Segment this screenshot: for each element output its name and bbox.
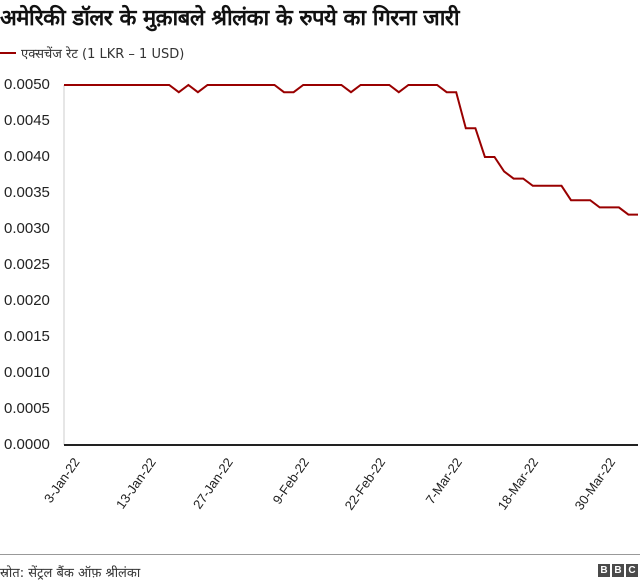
bbc-logo-block: B (612, 564, 624, 577)
legend-label: एक्सचेंज रेट (1 LKR – 1 USD) (21, 47, 185, 62)
chart-title: अमेरिकी डॉलर के मुक़ाबले श्रीलंका के रुप… (0, 6, 460, 31)
y-tick-label: 0.0030 (4, 220, 50, 237)
y-tick-label: 0.0010 (4, 364, 50, 381)
exchange-rate-line (64, 83, 638, 216)
source-note: स्रोत: सेंट्रल बैंक ऑफ़ श्रीलंका (0, 566, 141, 581)
y-tick-label: 0.0040 (4, 148, 50, 165)
y-tick-label: 0.0020 (4, 292, 50, 309)
y-tick-label: 0.0045 (4, 112, 50, 129)
y-tick-label: 0.0000 (4, 436, 50, 453)
bbc-logo-block: C (626, 564, 638, 577)
legend: एक्सचेंज रेट (1 LKR – 1 USD) (0, 44, 184, 62)
footer-divider (0, 554, 640, 555)
y-tick-label: 0.0025 (4, 256, 50, 273)
bbc-logo: B B C (598, 564, 638, 577)
bbc-logo-block: B (598, 564, 610, 577)
y-tick-label: 0.0035 (4, 184, 50, 201)
y-tick-label: 0.0050 (4, 76, 50, 93)
y-tick-label: 0.0005 (4, 400, 50, 417)
y-tick-label: 0.0015 (4, 328, 50, 345)
legend-line-swatch-icon (0, 52, 16, 54)
